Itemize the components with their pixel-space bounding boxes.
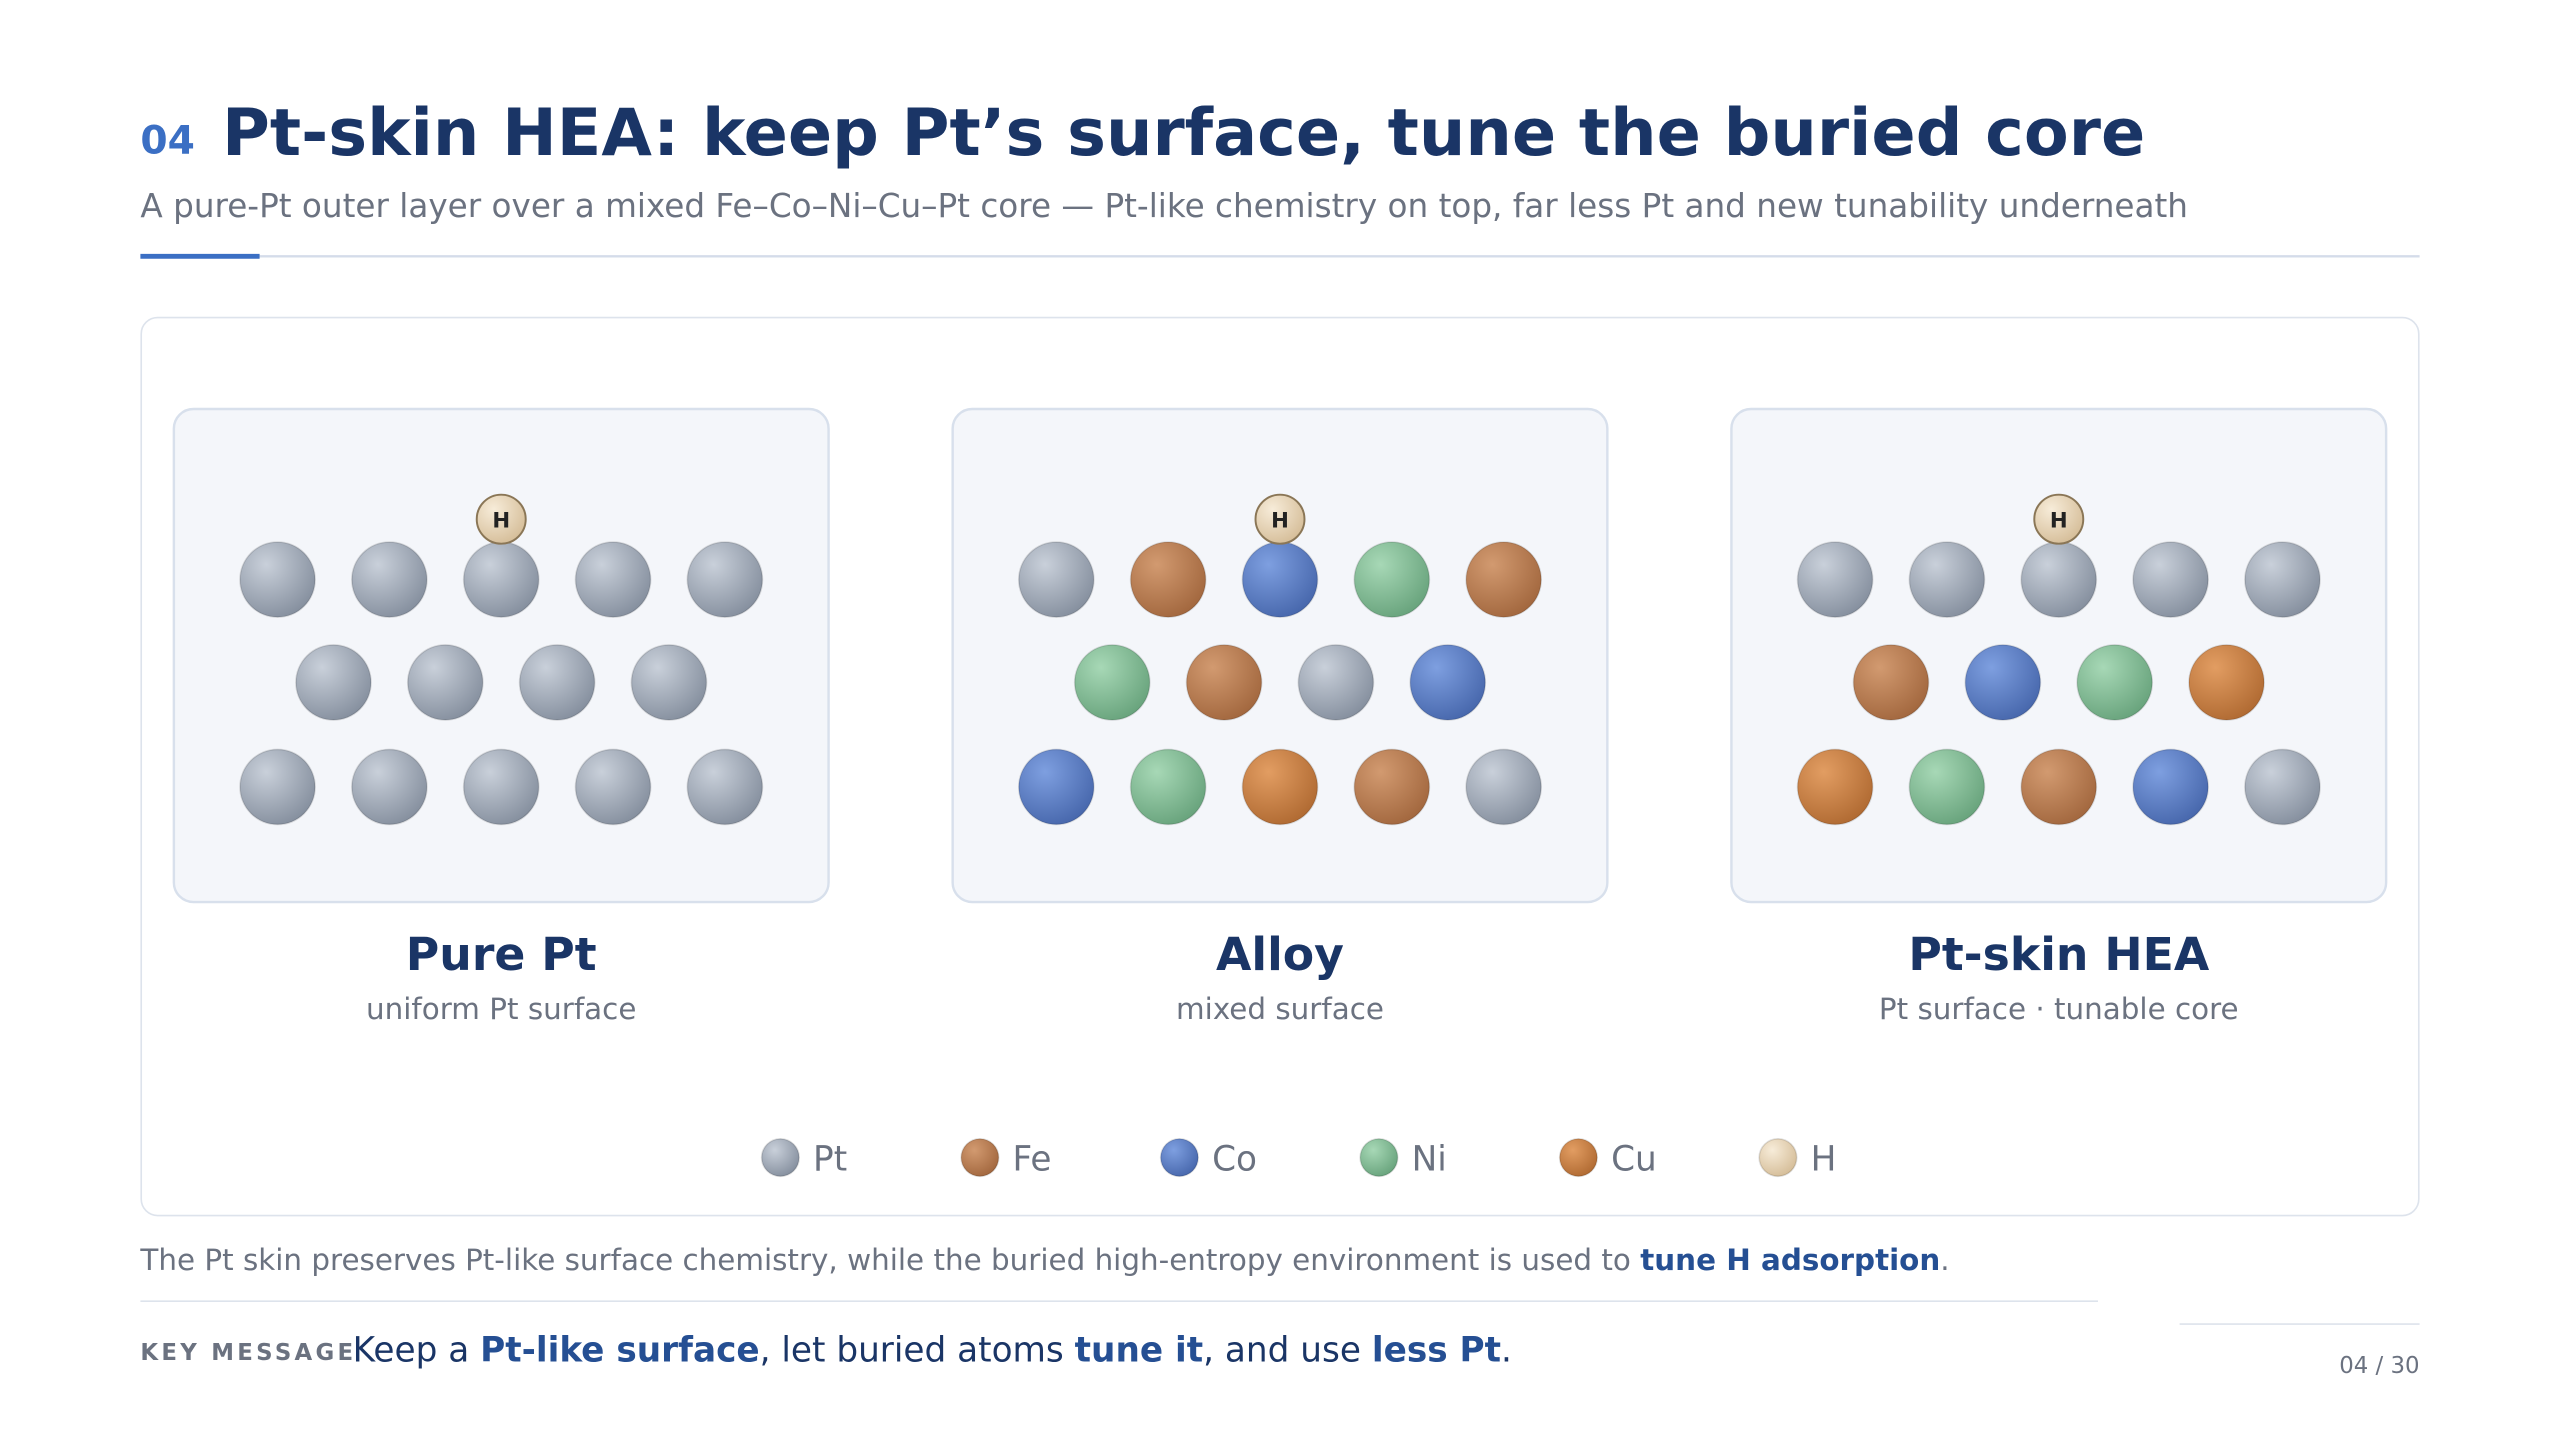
atom <box>1353 541 1431 618</box>
adsorbate-label: H <box>2050 508 2068 533</box>
atom <box>1964 644 2042 721</box>
atom <box>1185 644 1263 721</box>
caption-emphasis: tune H adsorption <box>1640 1243 1940 1277</box>
legend-label: H <box>1811 1140 1837 1180</box>
atom <box>1852 644 1930 721</box>
atom <box>2020 541 2098 618</box>
caption: The Pt skin preserves Pt-like surface ch… <box>139 1243 1949 1277</box>
atom <box>1017 541 1095 618</box>
legend-item: Ni <box>1359 1137 1447 1180</box>
panel-subtitle: uniform Pt surface <box>366 992 636 1026</box>
atom <box>1796 541 1874 618</box>
atom <box>239 541 316 618</box>
legend-label: Cu <box>1611 1140 1657 1180</box>
atom <box>1017 748 1095 826</box>
legend-swatch <box>1758 1137 1798 1178</box>
panel-title: Alloy <box>1216 928 1344 981</box>
panels: H Pure Pt uniform Pt surface H Alloy mixed su… <box>172 407 2388 1026</box>
atom <box>1796 748 1874 826</box>
panel-box <box>172 407 830 904</box>
atom <box>2132 748 2209 826</box>
legend-swatch <box>1159 1137 1200 1178</box>
panel: H Pure Pt uniform Pt surface <box>172 407 830 1026</box>
legend-swatch <box>1359 1137 1399 1178</box>
atom <box>2244 541 2321 618</box>
key-message-part: , let buried atoms <box>760 1331 1075 1371</box>
atom <box>686 541 764 618</box>
caption-end: . <box>1940 1243 1949 1277</box>
legend-item: Cu <box>1558 1137 1657 1180</box>
legend-item: Pt <box>760 1137 847 1180</box>
adsorbate-atom <box>475 493 527 545</box>
section-number: 04 <box>140 118 195 163</box>
atom <box>406 644 484 721</box>
legend: Pt Fe Co Ni Cu H <box>760 1137 1837 1180</box>
legend-label: Pt <box>813 1140 847 1180</box>
panel-subtitle: Pt surface · tunable core <box>1879 992 2239 1026</box>
atom <box>351 748 428 826</box>
key-message-part: Keep a <box>353 1331 480 1371</box>
atom <box>239 748 316 826</box>
legend-item: Fe <box>960 1137 1052 1180</box>
atom <box>2244 748 2321 826</box>
atom <box>630 644 708 721</box>
panel-title: Pt-skin HEA <box>1908 928 2209 981</box>
atom <box>1465 748 1543 826</box>
atom <box>1073 644 1151 721</box>
adsorbate-atom <box>2033 493 2085 545</box>
panel-title: Pure Pt <box>406 928 597 981</box>
atom <box>1353 748 1431 826</box>
atom <box>1908 541 1986 618</box>
legend-item: Co <box>1159 1137 1257 1180</box>
key-label: KEY MESSAGE <box>140 1340 356 1366</box>
atom <box>1241 541 1319 618</box>
adsorbate-label: H <box>1271 508 1289 533</box>
key-message-part: , and use <box>1203 1331 1372 1371</box>
atom <box>574 748 652 826</box>
atom <box>295 644 372 721</box>
caption-text: The Pt skin preserves Pt-like surface ch… <box>139 1243 1640 1277</box>
adsorbate-label: H <box>492 508 510 533</box>
legend-item: H <box>1758 1137 1837 1180</box>
atom <box>2020 748 2098 826</box>
panel-box <box>951 407 1609 904</box>
atom <box>1241 748 1319 826</box>
key-message-part: tune it <box>1075 1331 1203 1371</box>
legend-label: Fe <box>1013 1140 1052 1180</box>
atom <box>2076 644 2154 721</box>
subtitle: A pure-Pt outer layer over a mixed Fe–Co… <box>140 187 2188 225</box>
atom <box>1297 644 1375 721</box>
atom <box>351 541 428 618</box>
panel-box <box>1730 407 2388 904</box>
atom <box>1908 748 1986 826</box>
atom <box>1129 748 1207 826</box>
key-message: Keep a Pt-like surface, let buried atoms… <box>353 1331 1512 1371</box>
atom <box>1409 644 1487 721</box>
atom <box>686 748 764 826</box>
atom <box>1129 541 1207 618</box>
atom <box>518 644 596 721</box>
key-message-part: . <box>1501 1331 1512 1371</box>
atom <box>2188 644 2265 721</box>
key-message-part: less Pt <box>1372 1331 1501 1371</box>
adsorbate-atom <box>1254 493 1306 545</box>
title: Pt-skin HEA: keep Pt’s surface, tune the… <box>222 95 2145 171</box>
legend-swatch <box>960 1137 1000 1178</box>
legend-swatch <box>1558 1137 1599 1178</box>
atom <box>1465 541 1543 618</box>
legend-label: Ni <box>1412 1140 1447 1180</box>
legend-swatch <box>760 1137 800 1178</box>
atom <box>462 748 540 826</box>
legend-label: Co <box>1212 1140 1257 1180</box>
page-number: 04 / 30 <box>2339 1353 2419 1379</box>
atom <box>462 541 540 618</box>
atom <box>574 541 652 618</box>
panel: H Alloy mixed surface <box>951 407 1609 1026</box>
panel-subtitle: mixed surface <box>1176 992 1384 1026</box>
key-message-part: Pt-like surface <box>480 1331 760 1371</box>
atom <box>2132 541 2209 618</box>
panel: H Pt-skin HEA Pt surface · tunable core <box>1730 407 2388 1026</box>
